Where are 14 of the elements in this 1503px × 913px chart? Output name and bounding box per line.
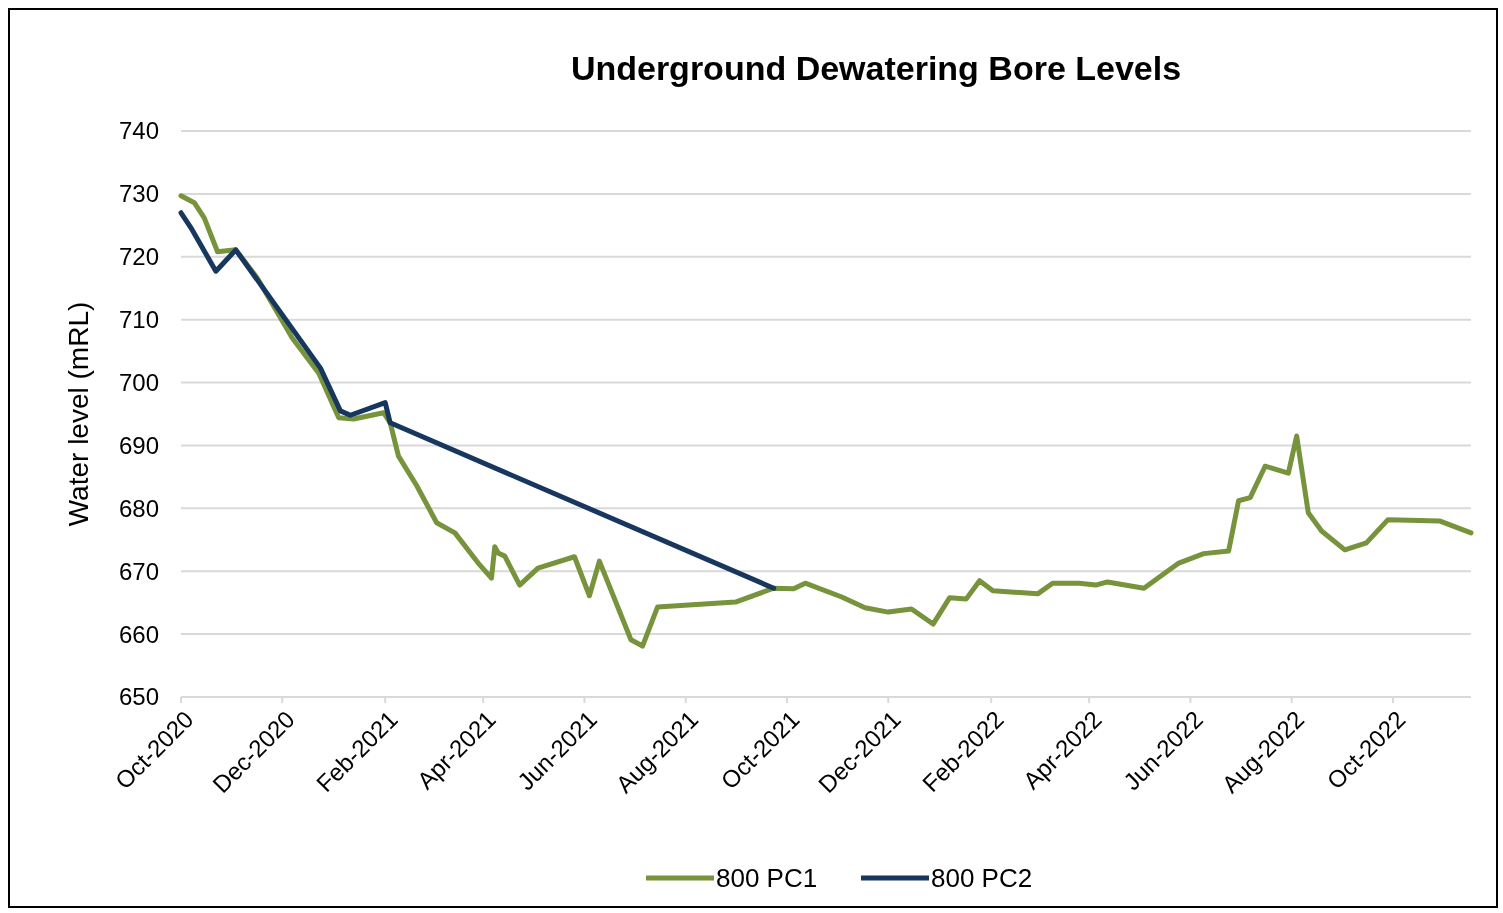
y-tick-label: 690	[118, 431, 159, 459]
chart-title: Underground Dewatering Bore Levels	[570, 49, 1182, 87]
y-tick-label: 730	[118, 180, 159, 208]
y-axis-title: Water level (mRL)	[63, 301, 94, 527]
y-tick-label: 650	[118, 683, 159, 711]
legend-label: 800 PC1	[716, 863, 818, 894]
y-tick-label: 740	[118, 117, 159, 145]
y-tick-label: 710	[118, 306, 159, 334]
y-tick-label: 700	[118, 368, 159, 396]
legend-label: 800 PC2	[931, 863, 1033, 894]
y-tick-label: 720	[118, 243, 159, 271]
y-tick-label: 670	[118, 557, 159, 585]
y-tick-label: 660	[118, 620, 159, 648]
y-tick-label: 680	[118, 494, 159, 522]
